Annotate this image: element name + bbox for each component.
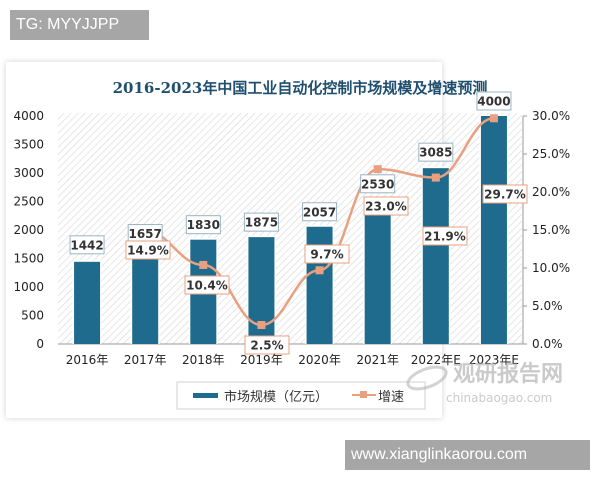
bar [74,261,101,344]
chart-title: 2016-2023年中国工业自动化控制市场规模及增速预测 [113,79,488,97]
growth-value-label: 10.4% [186,279,228,293]
growth-value-box [363,196,409,216]
growth-marker [315,266,324,275]
right-tick-label: 5.0% [532,299,563,313]
growth-marker [431,173,440,182]
legend-line-marker [360,391,367,398]
x-tick-label: 2023年E [469,353,519,367]
right-tick-label: 20.0% [532,185,570,199]
bar [422,168,449,344]
growth-marker [373,165,382,174]
growth-marker [489,114,498,123]
watermark-top: TG: MYYJJPP [10,10,149,40]
bar-value-label: 4000 [477,95,510,109]
left-tick-label: 1500 [13,252,44,266]
watermark-bottom: www.xianglinkaorou.com [345,440,590,470]
bar-value-box [418,142,454,162]
growth-value-box [422,226,468,246]
left-tick-label: 4000 [13,109,44,123]
legend-bar-swatch [193,393,218,398]
x-axis-labels: 2016年 2017年 2018年 2019年 2020年 2021年 2022年E 2023… [66,353,519,367]
growth-marker [199,260,208,269]
bar-value-box [69,235,105,255]
left-tick-label: 500 [21,309,44,323]
bar-value-box [476,91,512,111]
right-axis: 0.0% 5.0% 10.0% 15.0% 20.0% 25.0% 30.0% [522,109,570,351]
bar-value-label: 2530 [361,177,394,191]
left-tick-label: 2000 [13,223,44,237]
left-tick-label: 2500 [13,195,44,209]
growth-value-label: 21.9% [424,230,466,244]
x-tick-label: 2022年E [411,353,461,367]
right-tick-label: 0.0% [532,337,563,351]
x-tick-label: 2021年 [356,353,399,367]
x-tick-label: 2016年 [66,353,109,367]
x-tick-label: 2018年 [182,353,225,367]
logo-cn: 观研报告网 [453,362,563,387]
bar [306,226,333,344]
growth-value-box [125,240,171,260]
bar-value-box [243,212,279,232]
bar [480,116,507,344]
growth-value-box [244,335,290,355]
bar-value-box [302,202,338,222]
logo-watermark: 观研报告网 chinabaogao.com [406,362,563,405]
right-tick-label: 25.0% [532,147,570,161]
legend-bar-label: 市场规模（亿元） [224,389,328,405]
left-tick-label: 1000 [13,280,44,294]
bar-value-box [360,174,396,194]
growth-value-label: 29.7% [484,188,526,202]
left-axis: 0 500 1000 1500 2000 2500 3000 3500 4000 [13,109,44,351]
growth-value-box [184,275,230,295]
x-tick-label: 2019年 [240,353,283,367]
bar-value-box [185,215,221,235]
right-tick-label: 15.0% [532,223,570,237]
bar [364,199,391,344]
legend: 市场规模（亿元） 增速 [176,381,426,410]
right-tick-label: 10.0% [532,261,570,275]
growth-value-label: 14.9% [127,244,169,258]
bar-value-label: 1442 [70,238,103,252]
bar-value-label: 1657 [128,227,161,241]
left-tick-label: 3500 [13,138,44,152]
growth-marker [257,321,266,329]
line-labels: 14.9% 10.4% 2.5% 9.7% 23.0% 21.9% 29.7% [125,184,528,355]
bar-value-label: 2057 [303,205,336,219]
logo-en: chinabaogao.com [446,391,552,405]
x-tick-label: 2020年 [298,353,341,367]
left-tick-label: 3000 [13,166,44,180]
bar-value-label: 1875 [245,216,278,230]
bar [132,249,159,344]
growth-value-label: 2.5% [250,339,283,353]
growth-value-box [482,184,528,204]
legend-line-label: 增速 [378,390,404,405]
bar-labels: 1442 1657 1830 1875 2057 2530 3085 4000 [69,91,512,255]
left-tick-label: 0 [36,337,44,351]
x-tick-label: 2017年 [124,353,167,367]
growth-value-box [304,244,350,264]
bar-value-label: 1830 [187,218,220,232]
growth-value-label: 23.0% [365,200,407,214]
growth-value-label: 9.7% [310,248,343,262]
right-tick-label: 30.0% [532,109,570,123]
bar-value-label: 3085 [419,146,452,160]
